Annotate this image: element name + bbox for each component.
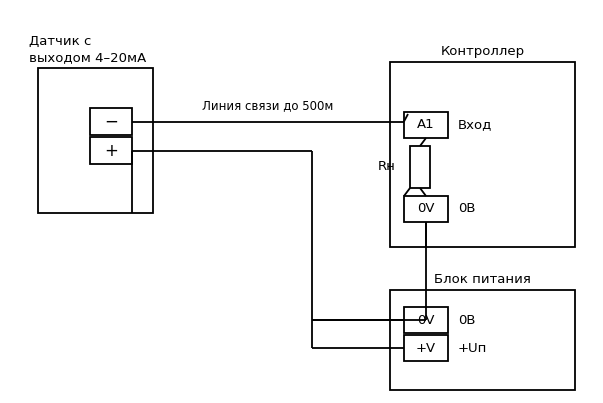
Text: Вход: Вход <box>458 118 493 131</box>
Text: +V: +V <box>416 341 436 355</box>
Text: Линия связи до 500м: Линия связи до 500м <box>203 100 333 112</box>
Bar <box>404 307 448 333</box>
Text: A1: A1 <box>417 118 435 131</box>
Text: −: − <box>104 112 118 131</box>
Text: 0V: 0V <box>417 202 435 216</box>
Bar <box>90 137 132 164</box>
Text: Rн: Rн <box>378 160 396 174</box>
Bar <box>404 112 448 138</box>
Text: +: + <box>104 141 118 160</box>
Bar <box>90 108 132 135</box>
Bar <box>404 196 448 222</box>
Text: 0В: 0В <box>458 314 476 326</box>
Bar <box>404 335 448 361</box>
Bar <box>390 290 575 390</box>
Text: 0В: 0В <box>458 202 476 216</box>
Text: 0V: 0V <box>417 314 435 326</box>
Bar <box>38 68 153 213</box>
Text: Датчик с
выходом 4–20мА: Датчик с выходом 4–20мА <box>29 35 146 64</box>
Text: +Uп: +Uп <box>458 341 487 355</box>
Text: Блок питания: Блок питания <box>434 273 531 286</box>
Bar <box>410 146 430 188</box>
Text: Контроллер: Контроллер <box>440 45 525 58</box>
Bar <box>390 62 575 247</box>
